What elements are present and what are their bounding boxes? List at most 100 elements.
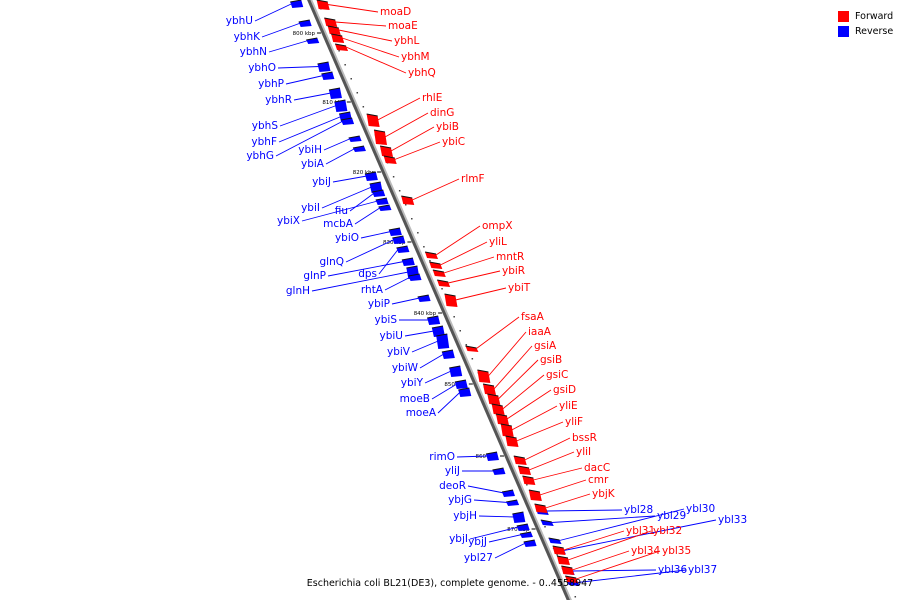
reverse-gene-block-shape [436,334,450,349]
reverse-gene-label: ybhK [234,31,262,43]
forward-gene-leader [448,270,501,284]
forward-gene-leader [345,46,407,74]
forward-gene-leader [443,256,495,274]
reverse-gene-block-edge [431,325,443,329]
forward-gene-label: ybiC [442,136,465,148]
reverse-gene-block-edge [334,99,346,103]
backbone-dot [417,232,419,234]
forward-gene-leader [327,4,379,13]
reverse-gene-block-edge [506,499,518,503]
reverse-gene-block-edge [321,71,333,75]
reverse-gene-label: ybjJ [468,536,487,548]
reverse-gene-leader [278,116,342,143]
reverse-gene-block-shape [431,326,445,337]
forward-gene-block-shape [429,262,443,269]
reverse-gene-block [352,145,366,152]
forward-gene-label: gsiC [546,369,568,381]
forward-gene-leader [567,530,652,561]
forward-gene-label: moaD [380,6,411,18]
forward-gene-block [366,113,380,127]
backbone-dot [526,484,528,486]
reverse-gene-block [290,0,304,8]
reverse-gene-block [401,257,415,266]
forward-gene-leader [455,287,507,301]
reverse-gene-label: ybiY [401,377,424,389]
forward-gene-label: mntR [496,251,524,263]
forward-gene-block-shape [465,346,479,352]
reverse-gene-block-edge [449,365,461,369]
reverse-gene-block [348,135,362,142]
reverse-gene-block-edge [364,171,376,175]
forward-gene-label: ompX [482,220,513,232]
reverse-gene-leader [268,40,309,53]
backbone-dot [344,64,346,66]
reverse-gene-leader [323,138,351,151]
forward-gene-label: gsiB [540,354,562,366]
forward-gene-block-edge [556,555,569,559]
forward-gene-block-edge [491,403,503,407]
backbone-dot [338,50,340,52]
backbone-dot [362,106,365,108]
forward-gene-block [552,545,566,555]
forward-gene-block-shape [491,404,505,415]
backbone-dot [441,288,443,290]
reverse-gene-block [540,519,554,526]
reverse-gene-block [519,531,533,538]
reverse-gene-block [449,365,463,377]
forward-gene-block [517,465,532,475]
reverse-gene-leader [404,330,434,337]
reverse-gene-leader [384,276,411,291]
reverse-gene-block [431,325,445,337]
reverse-gene-block-edge [406,265,418,269]
reverse-gene-leader [424,370,452,384]
reverse-gene-leader [378,248,399,275]
reverse-gene-block-shape [441,350,455,359]
backbone-dot [411,218,413,220]
forward-gene-block-shape [505,436,519,447]
forward-gene-label: dinG [430,107,454,119]
forward-gene-leader [377,97,421,121]
forward-gene-label: gsiA [534,340,557,352]
reverse-gene-block [512,511,526,523]
reverse-gene-block [408,273,422,281]
reverse-gene-label: ybhF [251,136,277,148]
forward-gene-block [424,251,439,259]
backbone-dot [453,316,455,318]
forward-gene-block-edge [505,435,517,439]
backbone-dot [471,358,474,360]
forward-gene-block [324,17,338,27]
forward-gene-block-shape [444,294,458,307]
reverse-gene-label: ybiP [368,298,390,310]
reverse-gene-block-shape [334,100,348,112]
legend-label-reverse: Reverse [855,26,894,37]
reverse-gene-label: ybiX [277,215,300,227]
forward-gene-block-edge [324,17,336,21]
forward-gene-leader [545,493,591,509]
reverse-gene-leader [285,75,324,85]
forward-gene-leader [511,405,558,431]
reverse-gene-block [364,171,378,181]
reverse-gene-leader [254,3,293,22]
forward-gene-block [505,435,519,447]
reverse-gene-block-edge [328,87,341,91]
reverse-gene-block-edge [417,294,429,298]
reverse-gene-leader [301,200,378,222]
legend: Forward Reverse [838,9,893,39]
reverse-gene-block-shape [458,388,472,397]
reverse-gene-block-edge [548,537,560,541]
forward-gene-block-edge [561,565,573,569]
reverse-gene-block-shape [485,452,499,461]
forward-gene-block [383,155,397,164]
legend-item-forward: Forward [838,9,893,24]
reverse-gene-block [458,387,472,397]
reverse-gene-leader [546,509,623,512]
forward-gene-block [334,43,349,51]
backbone-dot [404,204,407,206]
forward-gene-block-edge [432,269,444,273]
reverse-gene-label: ybhN [240,46,267,58]
reverse-gene-label: moeA [406,407,437,419]
backbone-dot [423,246,425,248]
forward-gene-label: ybiR [502,265,525,277]
forward-gene-block [495,413,509,425]
reverse-gene-label: deoR [439,480,466,492]
